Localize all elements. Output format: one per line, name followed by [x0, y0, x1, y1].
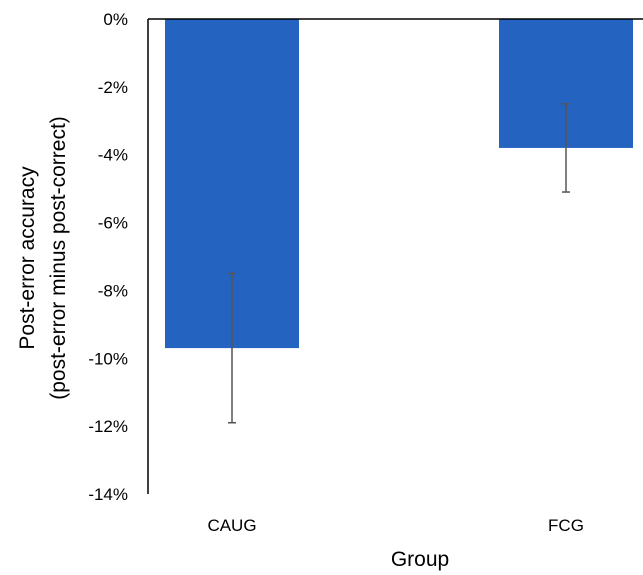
- x-axis-title: Group: [391, 548, 449, 571]
- error-bar-fcg: [562, 103, 570, 193]
- y-tick-labels: 0% -2% -4% -6% -8% -10% -12% -14%: [88, 10, 128, 504]
- y-axis-title: Post-error accuracy (post-error minus po…: [16, 116, 70, 400]
- error-bars-layer: [228, 103, 570, 424]
- y-tick-label: -12%: [88, 417, 128, 436]
- y-axis-title-line-2: (post-error minus post-correct): [47, 116, 70, 400]
- y-tick-label: -4%: [98, 146, 128, 165]
- y-tick-label: -14%: [88, 485, 128, 504]
- bars-layer: [165, 19, 633, 349]
- y-tick-label: -2%: [98, 78, 128, 97]
- y-tick-label: -10%: [88, 349, 128, 368]
- error-bar-caug: [228, 272, 236, 424]
- y-tick-label: -8%: [98, 281, 128, 300]
- y-tick-label: 0%: [103, 10, 128, 29]
- x-tick-label-fcg: FCG: [548, 516, 584, 535]
- y-axis: [147, 18, 643, 494]
- x-tick-label-caug: CAUG: [207, 516, 256, 535]
- y-axis-title-line-1: Post-error accuracy: [16, 166, 39, 350]
- y-tick-label: -6%: [98, 214, 128, 233]
- x-tick-labels: CAUG FCG: [207, 516, 584, 535]
